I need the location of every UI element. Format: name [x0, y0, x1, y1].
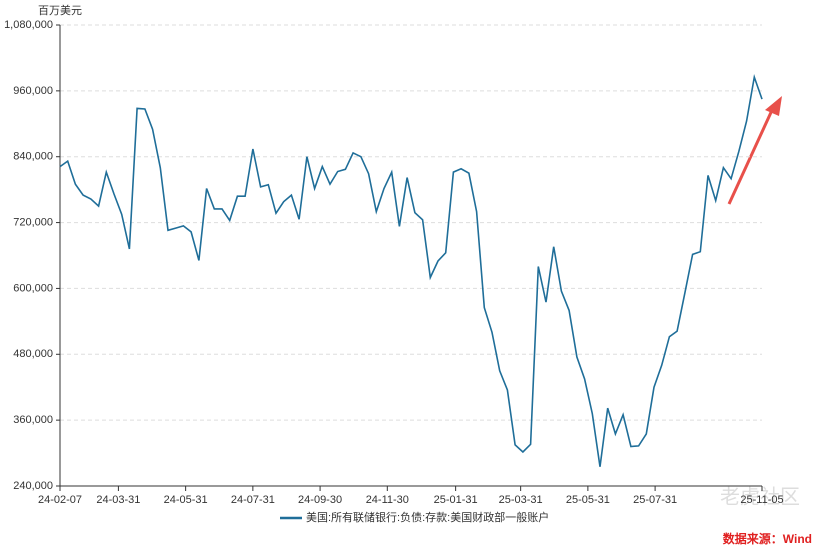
x-tick-label: 25-07-31	[633, 494, 677, 506]
x-tick-label: 25-03-31	[499, 494, 543, 506]
y-tick-label: 1,080,000	[4, 19, 53, 31]
y-tick-label: 720,000	[13, 216, 53, 228]
arrow-shaft	[727, 107, 775, 205]
y-tick-label: 840,000	[13, 151, 53, 163]
x-tick-label: 24-09-30	[298, 494, 342, 506]
x-tick-label: 25-01-31	[434, 494, 478, 506]
y-tick-label: 240,000	[13, 480, 53, 492]
legend-label: 美国:所有联储银行:负债:存款:美国财政部一般账户	[306, 510, 549, 524]
watermark: 老虎社区	[720, 485, 800, 508]
x-tick-label: 24-11-30	[366, 494, 409, 506]
x-tick-label: 24-03-31	[96, 494, 140, 506]
line-series	[59, 73, 763, 467]
y-tick-label: 480,000	[13, 348, 53, 360]
x-tick-label: 24-05-31	[164, 494, 208, 506]
source: 数据来源：Wind	[723, 531, 812, 546]
arrow	[727, 96, 782, 205]
y-tick-label: 600,000	[13, 282, 53, 294]
x-tick-label: 25-05-31	[566, 494, 610, 506]
y-tick-label: 960,000	[13, 85, 53, 97]
unit-label: 百万美元	[38, 4, 82, 17]
x-tick-label: 24-07-31	[231, 494, 275, 506]
arrow-head	[765, 96, 782, 116]
x-tick-label: 24-02-07	[38, 494, 82, 506]
x-tick-label: 25-11-05	[740, 494, 783, 506]
y-tick-label: 360,000	[13, 414, 53, 426]
